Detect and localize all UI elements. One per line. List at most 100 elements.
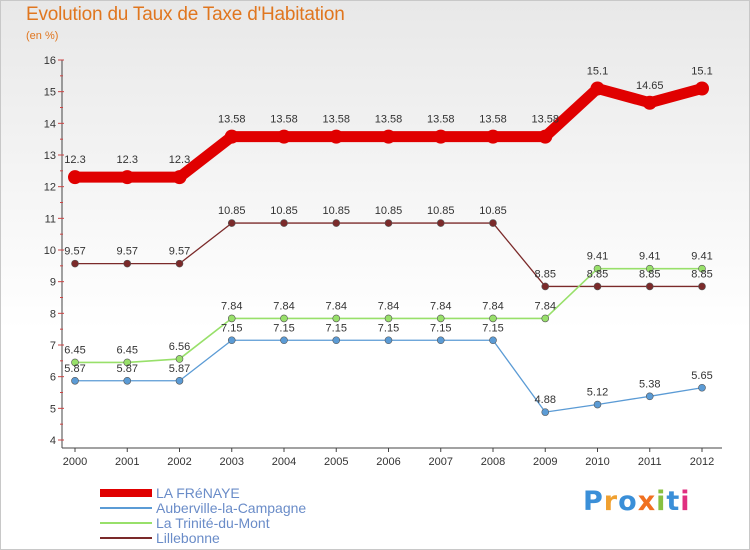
legend-label: Lillebonne bbox=[156, 530, 220, 546]
data-label: 13.58 bbox=[270, 114, 298, 126]
data-point bbox=[541, 314, 550, 323]
data-label: 9.41 bbox=[691, 251, 712, 263]
data-point bbox=[593, 264, 602, 273]
x-tick-label: 2003 bbox=[220, 456, 244, 468]
x-tick-label: 2009 bbox=[533, 456, 557, 468]
data-point bbox=[329, 129, 344, 144]
data-point bbox=[227, 314, 236, 323]
logo-letter: r bbox=[603, 486, 619, 517]
data-label: 13.58 bbox=[375, 114, 403, 126]
data-label: 10.85 bbox=[375, 205, 403, 217]
data-point bbox=[381, 129, 396, 144]
legend-swatch bbox=[100, 522, 152, 524]
x-tick-label: 2011 bbox=[638, 456, 662, 468]
y-tick-label: 14 bbox=[44, 118, 56, 130]
data-point bbox=[489, 336, 497, 345]
y-tick-label: 6 bbox=[50, 372, 56, 384]
data-point bbox=[172, 170, 187, 185]
data-point bbox=[593, 282, 602, 291]
data-label: 10.85 bbox=[218, 205, 246, 217]
logo-letter: x bbox=[637, 486, 657, 517]
data-point bbox=[123, 376, 132, 385]
data-point bbox=[590, 81, 605, 96]
y-tick-label: 8 bbox=[50, 308, 56, 320]
x-tick-label: 2004 bbox=[272, 456, 296, 468]
x-tick-label: 2000 bbox=[63, 456, 87, 468]
data-point bbox=[433, 129, 448, 144]
data-label: 12.3 bbox=[117, 154, 138, 166]
data-point bbox=[224, 129, 239, 144]
data-point bbox=[280, 336, 288, 345]
data-label: 13.58 bbox=[479, 114, 507, 126]
data-label: 10.85 bbox=[270, 205, 298, 217]
logo-letter: o bbox=[618, 486, 638, 517]
data-label: 9.41 bbox=[587, 251, 608, 263]
y-tick-label: 7 bbox=[50, 340, 56, 352]
x-tick-label: 2006 bbox=[376, 456, 400, 468]
chart-subtitle: (en %) bbox=[26, 30, 59, 42]
logo-letter: i bbox=[680, 486, 691, 517]
data-point bbox=[227, 336, 236, 345]
data-label: 7.15 bbox=[378, 322, 399, 334]
data-label: 12.3 bbox=[64, 154, 85, 166]
data-label: 7.84 bbox=[326, 300, 347, 312]
data-point bbox=[123, 358, 132, 367]
x-tick-label: 2005 bbox=[324, 456, 348, 468]
data-label: 13.58 bbox=[322, 114, 350, 126]
data-point bbox=[68, 170, 82, 185]
data-label: 7.15 bbox=[273, 322, 294, 334]
legend-label: Auberville-la-Campagne bbox=[156, 500, 307, 516]
data-point bbox=[277, 129, 291, 144]
y-tick-label: 11 bbox=[45, 213, 56, 225]
data-point bbox=[123, 259, 132, 268]
data-label: 7.84 bbox=[273, 300, 294, 312]
data-point bbox=[175, 376, 184, 385]
y-tick-label: 4 bbox=[50, 435, 56, 447]
data-point bbox=[384, 336, 393, 345]
x-tick-label: 2007 bbox=[429, 456, 453, 468]
data-label: 7.84 bbox=[482, 300, 503, 312]
data-point bbox=[645, 264, 654, 273]
data-point bbox=[384, 219, 393, 227]
data-point bbox=[71, 358, 79, 367]
data-label: 7.15 bbox=[482, 322, 503, 334]
legend-swatch bbox=[100, 507, 152, 509]
data-point bbox=[698, 264, 706, 273]
data-point bbox=[332, 314, 341, 323]
y-tick-label: 15 bbox=[44, 87, 56, 99]
y-tick-label: 13 bbox=[44, 150, 56, 162]
data-point bbox=[71, 259, 79, 268]
data-point bbox=[695, 81, 709, 96]
data-label: 7.15 bbox=[326, 322, 347, 334]
data-point bbox=[175, 355, 184, 363]
data-label: 8.85 bbox=[535, 268, 556, 280]
logo-letter: t bbox=[666, 486, 681, 517]
data-label: 9.41 bbox=[639, 251, 660, 263]
data-point bbox=[486, 129, 500, 144]
data-label: 7.15 bbox=[221, 322, 242, 334]
x-tick-label: 2012 bbox=[690, 456, 714, 468]
data-label: 15.1 bbox=[691, 66, 712, 78]
data-point bbox=[175, 259, 184, 268]
data-label: 7.84 bbox=[430, 300, 451, 312]
data-label: 14.65 bbox=[636, 80, 664, 92]
chart-title: Evolution du Taux de Taxe d'Habitation bbox=[26, 4, 345, 25]
data-point bbox=[593, 400, 602, 409]
data-point bbox=[384, 314, 393, 323]
data-point bbox=[698, 282, 706, 291]
data-label: 5.65 bbox=[691, 370, 712, 382]
data-label: 5.87 bbox=[169, 363, 190, 375]
data-label: 9.57 bbox=[117, 246, 138, 258]
data-point bbox=[332, 219, 341, 227]
data-point bbox=[436, 219, 445, 227]
data-label: 13.58 bbox=[427, 114, 455, 126]
data-label: 13.58 bbox=[531, 114, 559, 126]
x-tick-label: 2002 bbox=[167, 456, 191, 468]
data-label: 6.56 bbox=[169, 341, 190, 353]
data-point bbox=[332, 336, 341, 345]
data-point bbox=[227, 219, 236, 227]
data-point bbox=[120, 170, 135, 185]
data-label: 10.85 bbox=[322, 205, 350, 217]
data-point bbox=[645, 282, 654, 291]
